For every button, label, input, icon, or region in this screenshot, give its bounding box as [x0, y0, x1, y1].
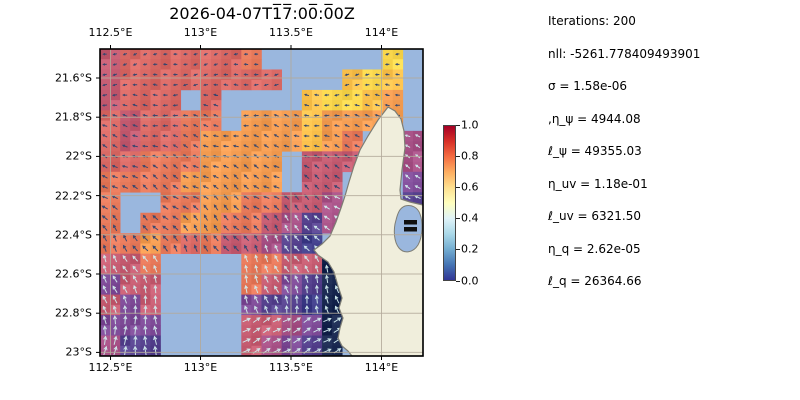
x-tick-bottom-114E: 114°E — [364, 361, 399, 374]
y-tick-22.4S: 22.4°S — [55, 228, 92, 242]
colorbar — [443, 125, 456, 281]
stat-eta-psi: ,η_ψ = 4944.08 — [548, 111, 641, 126]
colorbar-tick-0.2: 0.2 — [461, 242, 479, 256]
stat-sigma: σ = 1.58e-06 — [548, 79, 627, 93]
x-tick-bottom-112.5E: 112.5°E — [88, 361, 133, 374]
stat-eta-uv: η_uv = 1.18e-01 — [548, 176, 648, 191]
x-tick-bottom-113E: 113°E — [183, 361, 218, 374]
y-tick-21.6S: 21.6°S — [55, 71, 92, 85]
stat-ell-psi: ℓ_ψ = 49355.03 — [548, 144, 642, 158]
colorbar-tickmark — [456, 280, 460, 282]
map-plot — [96, 45, 424, 360]
colorbar-tickmark — [456, 187, 460, 189]
stat-eta-q: η_q = 2.62e-05 — [548, 241, 641, 256]
colorbar-tick-1.0: 1.0 — [461, 118, 479, 132]
x-tick-top-113E: 113°E — [183, 26, 218, 39]
colorbar-tick-0.6: 0.6 — [461, 180, 479, 194]
plot-title: 2026-04-07T1̅7̅:00̅:0̅0Z — [169, 4, 355, 23]
stat-iterations: Iterations: 200 — [548, 14, 636, 28]
colorbar-tick-0.4: 0.4 — [461, 211, 479, 225]
stat-nll: nll: -5261.778409493901 — [548, 46, 701, 61]
x-tick-top-114E: 114°E — [364, 26, 399, 39]
y-tick-23S: 23°S — [65, 345, 92, 359]
x-tick-bottom-113.5E: 113.5°E — [269, 361, 313, 374]
colorbar-tickmark — [456, 125, 460, 126]
y-tick-22.8S: 22.8°S — [55, 306, 92, 320]
y-tick-22S: 22°S — [65, 149, 92, 163]
colorbar-tickmark — [456, 249, 460, 251]
land-polygon — [313, 106, 424, 357]
station-marker — [404, 220, 417, 225]
x-tick-top-113.5E: 113.5°E — [269, 26, 313, 39]
colorbar-tick-0.8: 0.8 — [461, 149, 479, 163]
stat-ell-q: ℓ_q = 26364.66 — [548, 274, 642, 288]
y-tick-22.2S: 22.2°S — [55, 189, 92, 203]
y-tick-21.8S: 21.8°S — [55, 110, 92, 124]
colorbar-tickmark — [456, 156, 460, 158]
y-tick-22.6S: 22.6°S — [55, 267, 92, 281]
stat-ell-uv: ℓ_uv = 6321.50 — [548, 209, 641, 223]
colorbar-tick-0.0: 0.0 — [461, 274, 479, 287]
x-tick-top-112.5E: 112.5°E — [88, 26, 133, 39]
colorbar-tickmark — [456, 218, 460, 220]
